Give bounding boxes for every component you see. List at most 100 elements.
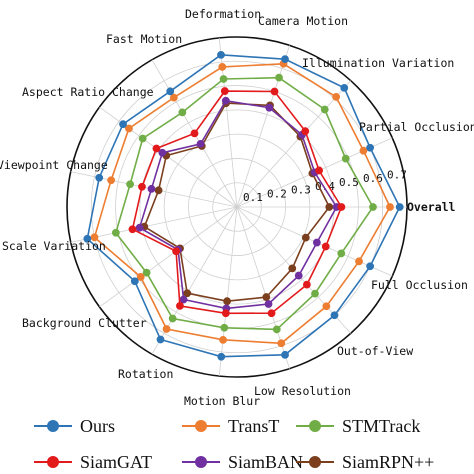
data-point: [126, 180, 135, 189]
data-point: [320, 105, 329, 114]
series-ours: [83, 50, 404, 361]
data-point: [176, 301, 184, 310]
data-point: [196, 140, 205, 148]
legend-marker: [309, 456, 321, 468]
data-point: [156, 335, 165, 344]
data-point: [172, 247, 180, 256]
data-point: [275, 73, 283, 82]
series-line: [114, 76, 374, 331]
legend-item-siamban: SiamBAN: [182, 452, 303, 472]
axis-label-aspect-ratio-change: Aspect Ratio Change: [22, 85, 154, 99]
data-point: [179, 295, 188, 304]
data-point: [330, 311, 339, 320]
data-point: [220, 323, 229, 332]
data-point: [142, 268, 151, 277]
data-point: [183, 289, 192, 298]
data-point: [341, 154, 350, 163]
data-point: [325, 203, 334, 211]
data-point: [265, 103, 274, 112]
data-point: [359, 146, 368, 155]
radial-tick-label: 0.3: [291, 184, 311, 197]
axis-label-out-of-view: Out-of-View: [337, 344, 413, 358]
data-point: [267, 309, 276, 318]
legend-item-siamgat: SiamGAT: [34, 452, 152, 472]
data-point: [128, 225, 137, 234]
data-point: [321, 242, 330, 251]
data-point: [135, 223, 144, 232]
series-line: [93, 62, 391, 345]
data-point: [312, 238, 321, 247]
data-point: [221, 96, 230, 105]
data-point: [166, 87, 175, 96]
radial-tick-label: 0.6: [363, 172, 383, 185]
data-point: [147, 184, 156, 193]
legend-marker: [195, 420, 207, 432]
data-point: [219, 335, 227, 344]
data-point: [90, 233, 99, 242]
legend-label: SiamGAT: [80, 452, 152, 472]
legend-marker: [195, 456, 207, 468]
series-siamban: [135, 96, 341, 313]
axis-label-motion-blur: Motion Blur: [184, 394, 260, 408]
radar-series: [83, 50, 404, 361]
legend-label: SiamBAN: [228, 452, 303, 472]
data-point: [158, 148, 167, 157]
data-point: [301, 127, 310, 136]
spoke-camera-motion: [236, 45, 290, 208]
data-point: [220, 87, 229, 95]
data-point: [83, 234, 92, 243]
data-point: [262, 293, 271, 301]
data-point: [288, 264, 297, 273]
spoke-background-clutter: [99, 206, 238, 308]
data-point: [152, 144, 161, 153]
data-point: [130, 277, 139, 286]
legend-item-transt: TransT: [182, 416, 279, 436]
spoke-illumination-variation: [236, 80, 352, 208]
data-point: [136, 273, 145, 281]
data-point: [111, 228, 120, 237]
axis-label-low-resolution: Low Resolution: [254, 384, 351, 398]
legend-marker: [309, 420, 321, 432]
data-point: [138, 182, 146, 191]
radial-tick-label: 0.1: [243, 191, 263, 204]
data-point: [138, 134, 147, 143]
legend: Ours TransT STMTrack SiamGAT SiamBAN SiamRPN+…: [34, 416, 434, 472]
axis-label-illumination-variation: Illumination Variation: [302, 56, 454, 70]
legend-label: Ours: [80, 416, 115, 436]
axis-label-rotation: Rotation: [118, 367, 173, 381]
data-point: [315, 166, 323, 175]
data-point: [190, 129, 199, 138]
legend-label: STMTrack: [342, 416, 420, 436]
axis-label-full-occlusion: Full Occlusion: [371, 278, 468, 292]
data-point: [264, 300, 273, 308]
series-line: [131, 90, 343, 315]
data-point: [119, 120, 127, 129]
data-point: [337, 249, 346, 258]
data-point: [154, 186, 163, 195]
data-point: [270, 87, 279, 96]
data-point: [218, 63, 227, 71]
data-point: [168, 314, 177, 323]
legend-item-siamrpnplusplus: SiamRPN++: [296, 452, 434, 472]
axis-label-overall: Overall: [407, 200, 456, 214]
legend-item-ours: Ours: [34, 416, 115, 436]
data-point: [386, 203, 394, 211]
data-point: [169, 93, 178, 102]
data-point: [355, 257, 363, 266]
data-point: [178, 108, 187, 117]
data-point: [217, 352, 226, 361]
spoke-motion-blur: [218, 206, 238, 377]
data-point: [95, 173, 104, 182]
data-point: [125, 124, 133, 133]
data-point: [272, 325, 281, 334]
axis-labels: Overall Partial Occlusion Illumination Var…: [0, 7, 474, 408]
radial-tick-label: 0.2: [267, 187, 287, 200]
data-point: [294, 271, 303, 280]
series-line: [86, 53, 401, 358]
data-point: [340, 83, 349, 92]
spoke-scale-variation: [70, 206, 238, 243]
legend-label: SiamRPN++: [342, 452, 434, 472]
legend-marker: [47, 456, 59, 468]
series-stmtrack: [111, 73, 377, 334]
